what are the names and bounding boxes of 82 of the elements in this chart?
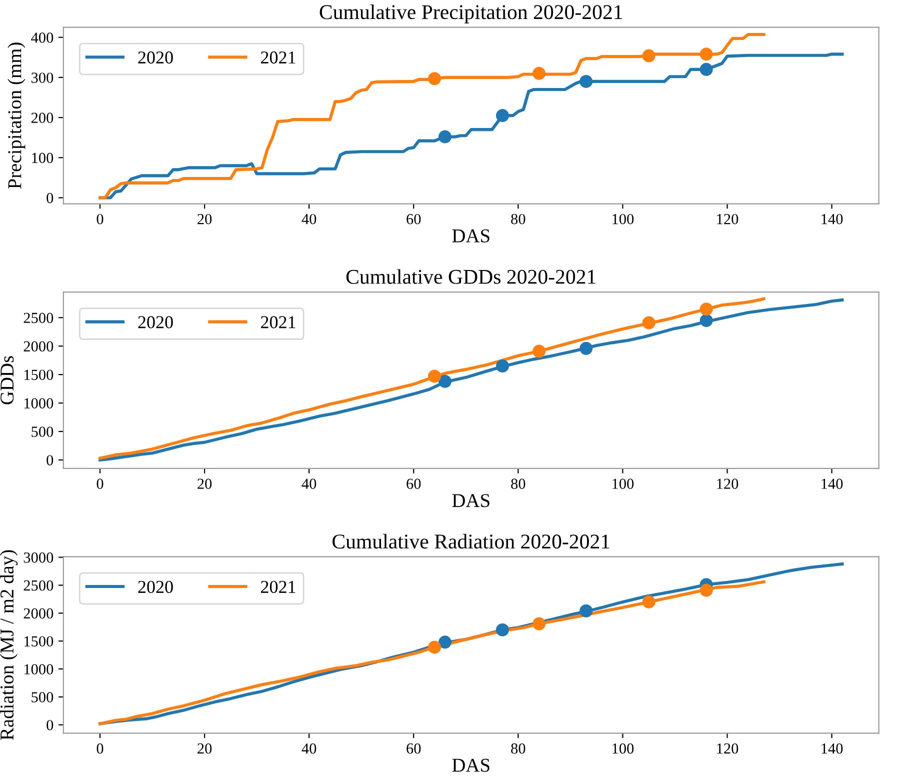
point [428, 640, 442, 654]
y-tick-label: 1500 [24, 636, 54, 647]
point [700, 62, 713, 76]
x-tick-label: 20 [198, 214, 212, 224]
line-series [98, 32, 766, 200]
x-tick-label: 80 [511, 478, 526, 489]
x-tick-label: 20 [198, 743, 212, 754]
y-tick-label: 500 [32, 692, 54, 702]
x-axis-title: DAS [452, 758, 490, 772]
y-tick-label: 200 [31, 112, 54, 123]
chart-title: Cumulative GDDs 2020-2021 [346, 269, 596, 284]
y-tick-label: 0 [46, 192, 54, 204]
y-axis-title: Precipitation (mm) [8, 42, 26, 189]
legend-label: 2020 [138, 316, 173, 328]
point [532, 344, 546, 358]
point [438, 374, 452, 388]
x-axis-title: DAS [452, 229, 490, 242]
x-tick-label: 20 [198, 478, 212, 489]
legend-label: 2020 [138, 51, 173, 64]
x-tick-label: 140 [822, 743, 843, 754]
x-tick-label: 60 [406, 478, 421, 489]
y-tick-label: 2500 [24, 312, 54, 324]
point [642, 595, 656, 608]
x-tick-label: 100 [612, 478, 634, 489]
y-tick-label: 3000 [24, 552, 54, 563]
y-tick-label: 0 [46, 455, 54, 466]
x-tick-label: 60 [406, 743, 421, 754]
chart-title: Cumulative Radiation 2020-2021 [332, 534, 610, 549]
legend-label: 2021 [261, 580, 296, 594]
point [496, 109, 509, 122]
point [496, 623, 509, 636]
y-tick-label: 1000 [24, 398, 54, 408]
x-tick-label: 100 [612, 214, 634, 224]
x-tick-label: 40 [302, 478, 316, 489]
y-tick-label: 100 [32, 152, 54, 164]
x-tick-label: 120 [717, 214, 738, 224]
x-tick-label: 120 [717, 743, 738, 754]
x-tick-label: 60 [406, 214, 421, 224]
point [580, 74, 593, 88]
point [428, 72, 442, 86]
x-tick-label: 0 [96, 214, 104, 224]
chart-title: Cumulative Precipitation 2020-2021 [320, 4, 622, 24]
y-tick-label: 1500 [24, 370, 54, 380]
y-axis-title: Radiation (MJ / m2 day) [0, 550, 18, 740]
y-tick-label: 1000 [24, 664, 54, 674]
x-tick-label: 0 [96, 478, 104, 489]
x-axis-title: DAS [452, 494, 490, 508]
x-tick-label: 40 [302, 214, 316, 224]
point [700, 584, 713, 597]
y-tick-label: 500 [32, 426, 54, 437]
legend-label: 2021 [261, 51, 296, 64]
y-axis-title: GDDs [0, 356, 14, 404]
x-tick-label: 80 [511, 214, 526, 224]
x-tick-label: 140 [822, 478, 843, 489]
y-tick-label: 2000 [24, 608, 54, 619]
y-tick-label: 300 [32, 72, 54, 83]
legend-label: 2021 [261, 316, 296, 328]
x-tick-label: 0 [96, 743, 104, 754]
x-tick-label: 40 [302, 743, 316, 754]
x-tick-label: 80 [511, 743, 526, 754]
x-tick-label: 140 [822, 214, 843, 224]
point [438, 636, 452, 649]
point [438, 130, 452, 144]
y-tick-label: 400 [31, 32, 54, 43]
point [496, 360, 509, 373]
point [580, 604, 593, 618]
point [642, 316, 656, 330]
x-tick-label: 120 [717, 478, 738, 489]
point [428, 370, 442, 383]
point [532, 617, 546, 630]
point [700, 302, 713, 316]
point [642, 49, 656, 62]
x-tick-label: 100 [612, 743, 634, 754]
legend-label: 2020 [138, 580, 173, 594]
point [700, 314, 713, 327]
point [700, 48, 713, 61]
point [532, 66, 546, 80]
y-tick-label: 0 [46, 720, 54, 730]
y-tick-label: 2000 [24, 341, 54, 352]
y-tick-label: 2500 [24, 580, 54, 591]
line-series [98, 580, 766, 726]
point [580, 342, 593, 355]
